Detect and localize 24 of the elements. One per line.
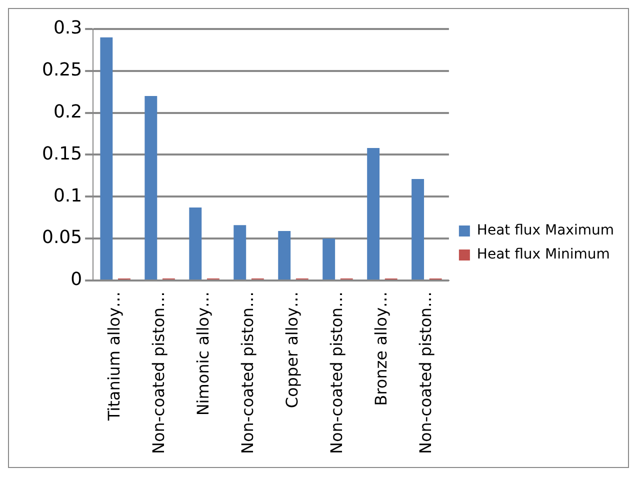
bar (322, 238, 336, 280)
bar (234, 225, 246, 280)
bar (367, 148, 380, 280)
x-tick-label: Non-coated piston… (416, 291, 435, 454)
y-tick-label: 0.25 (42, 60, 82, 81)
x-tick-label: Bronze alloy… (371, 291, 390, 406)
x-tick-label: Non-coated piston… (238, 291, 257, 454)
legend-label: Heat flux Minimum (476, 246, 610, 263)
x-tick-label: Non-coated piston… (326, 291, 346, 454)
bar (189, 208, 202, 280)
x-tick-label: Copper alloy… (282, 291, 302, 408)
y-tick-label: 0 (70, 269, 82, 290)
x-tick-label: Nimonic alloy… (193, 291, 212, 416)
bar (144, 96, 158, 280)
bar (278, 230, 291, 280)
x-tick-label: Non-coated piston… (148, 291, 168, 454)
y-tick-label: 0.2 (53, 101, 82, 122)
y-tick-label: 0.3 (53, 18, 82, 39)
y-tick-label: 0.1 (53, 185, 82, 206)
y-tick-label: 0.15 (42, 143, 82, 164)
bar (412, 179, 424, 280)
legend-label: Heat flux Maximum (476, 222, 614, 239)
x-tick-label: Titanium alloy… (104, 291, 124, 422)
y-tick-label: 0.05 (42, 227, 82, 248)
